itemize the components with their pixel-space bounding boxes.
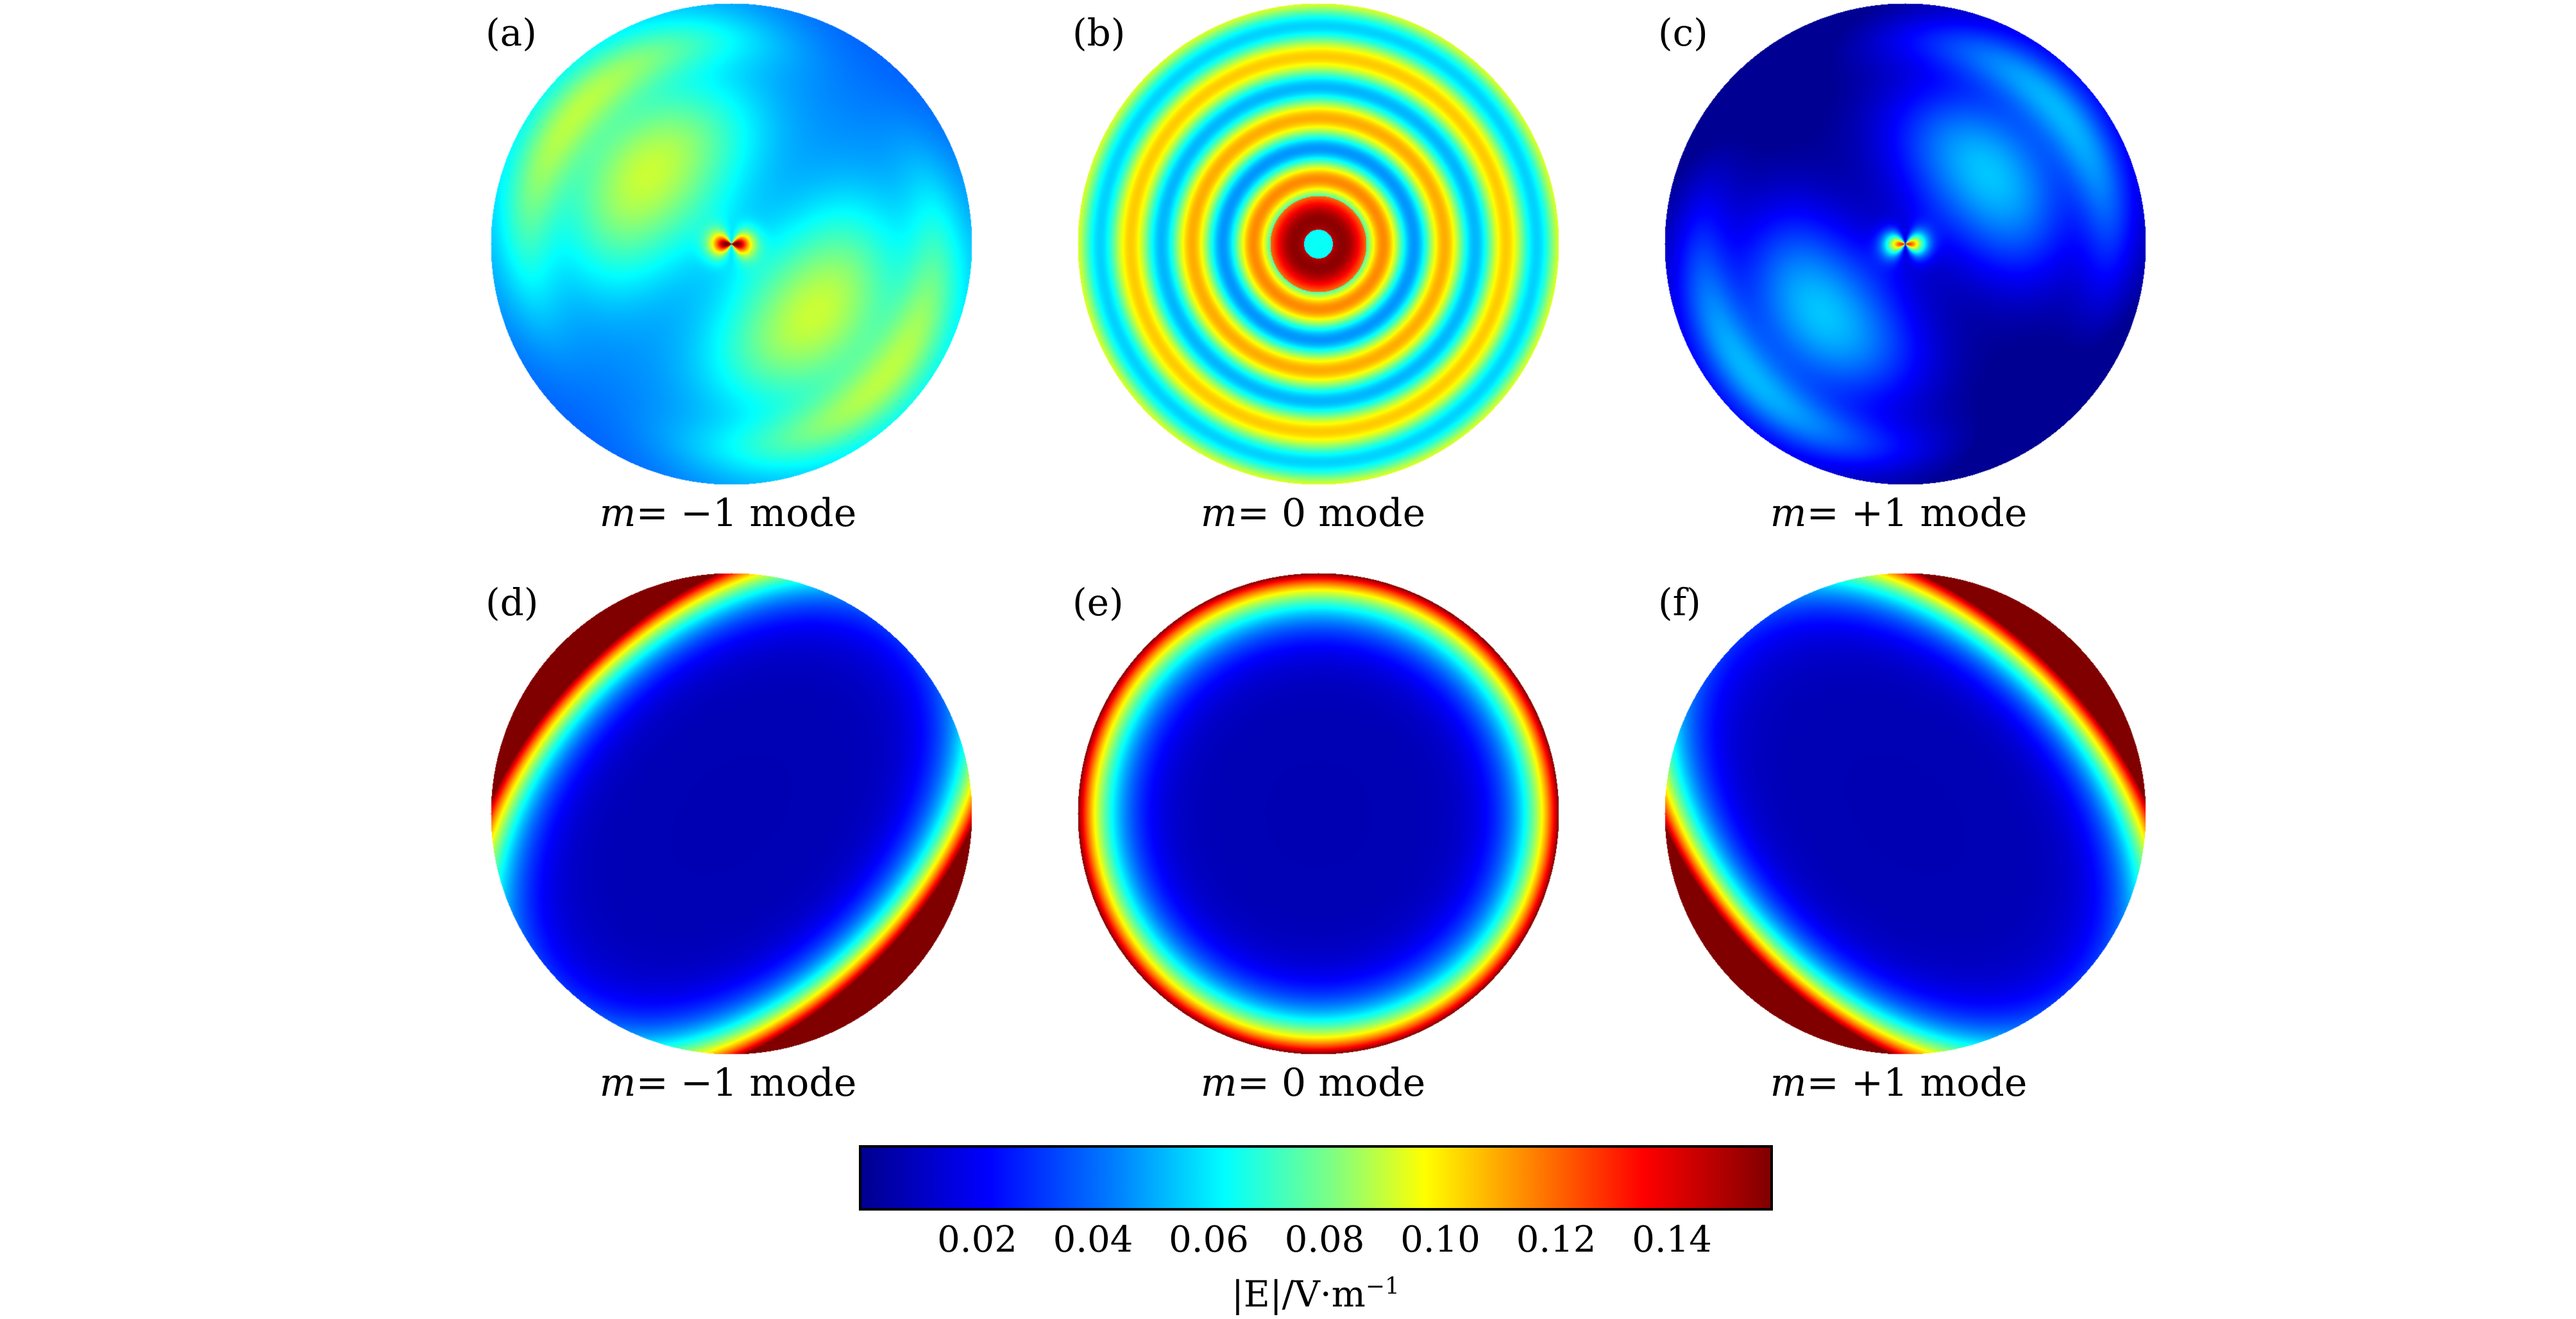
colorbar-tick: 0.06: [1169, 1219, 1249, 1261]
caption-d: m= −1 mode: [599, 1060, 857, 1105]
panel-label-c: (c): [1658, 11, 1708, 55]
colorbar-title: |E|/V·m−1: [1232, 1273, 1400, 1316]
panel-label-a: (a): [486, 11, 537, 55]
colorbar-tick: 0.10: [1400, 1219, 1480, 1261]
panel-label-d: (d): [486, 581, 539, 624]
panel-label-e: (e): [1072, 581, 1124, 624]
panel-label-f: (f): [1658, 581, 1701, 624]
caption-e: m= 0 mode: [1200, 1060, 1426, 1105]
field-maps-canvas: [0, 0, 2576, 1103]
caption-b: m= 0 mode: [1200, 491, 1426, 536]
caption-f: m= +1 mode: [1770, 1060, 2028, 1105]
caption-a: m= −1 mode: [599, 491, 857, 536]
colorbar-tick: 0.08: [1284, 1219, 1365, 1261]
panel-label-b: (b): [1072, 11, 1126, 55]
caption-c: m= +1 mode: [1770, 491, 2028, 536]
colorbar-tick: 0.14: [1632, 1219, 1712, 1261]
colorbar-tick: 0.12: [1516, 1219, 1597, 1261]
colorbar-tick: 0.02: [937, 1219, 1017, 1261]
colorbar: [859, 1145, 1773, 1211]
colorbar-tick: 0.04: [1053, 1219, 1133, 1261]
